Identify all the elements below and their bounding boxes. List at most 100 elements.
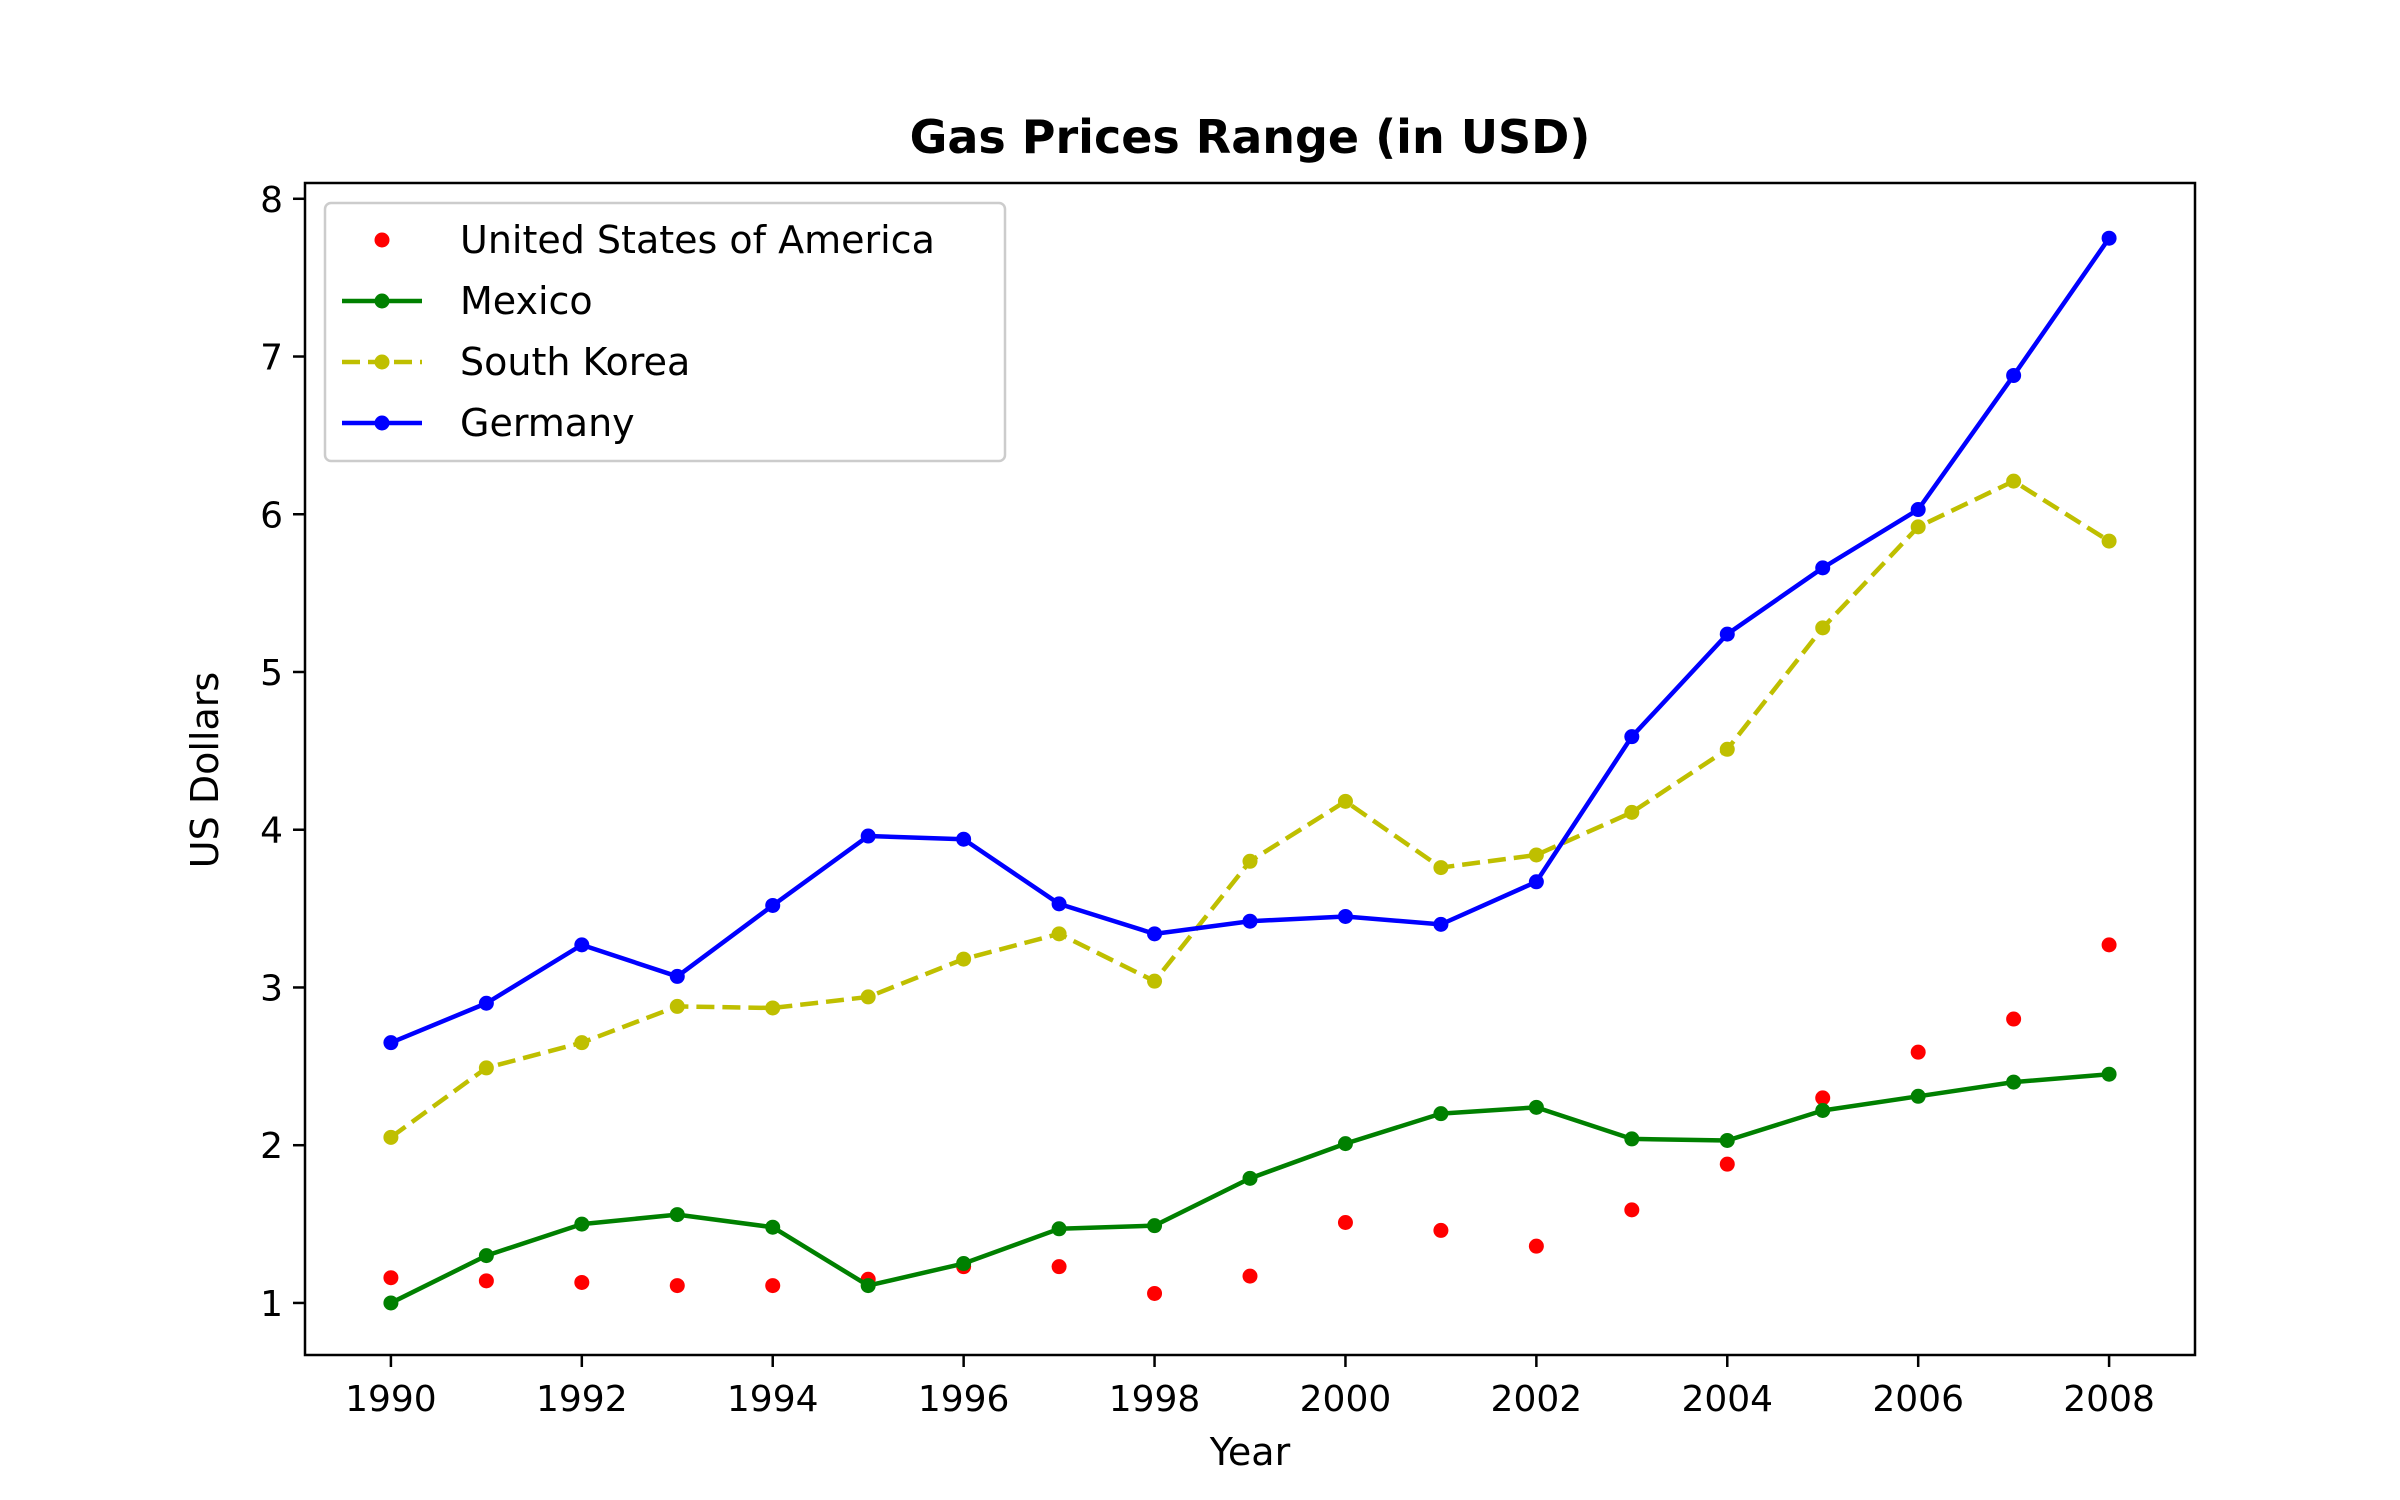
data-point-united-states-of-america [1433, 1222, 1449, 1238]
legend-marker [374, 232, 390, 248]
data-point-mexico [1624, 1131, 1640, 1147]
data-point-germany [1910, 502, 1926, 518]
x-tick-label: 2002 [1491, 1379, 1583, 1420]
legend-label: Mexico [460, 279, 593, 323]
data-point-germany [765, 897, 781, 913]
data-point-mexico [478, 1248, 494, 1264]
legend-marker [374, 415, 390, 431]
legend-marker [374, 354, 390, 370]
data-point-south-korea [1337, 793, 1353, 809]
data-point-south-korea [956, 951, 972, 967]
data-point-germany [1337, 908, 1353, 924]
data-point-germany [383, 1035, 399, 1051]
data-point-united-states-of-america [383, 1270, 399, 1286]
data-point-germany [2101, 230, 2117, 246]
data-point-south-korea [2101, 533, 2117, 549]
data-point-south-korea [1815, 620, 1831, 636]
data-point-mexico [1719, 1132, 1735, 1148]
data-point-germany [1528, 874, 1544, 890]
data-point-united-states-of-america [1242, 1268, 1258, 1284]
data-point-mexico [1147, 1218, 1163, 1234]
legend: United States of America Mexico South Kore… [323, 201, 1007, 463]
data-point-germany [1719, 626, 1735, 642]
legend-item-united-states-of-america: United States of America [374, 218, 935, 262]
y-tick-label: 6 [260, 495, 283, 536]
data-point-united-states-of-america [574, 1274, 590, 1290]
data-point-mexico [1337, 1136, 1353, 1152]
data-point-south-korea [1719, 741, 1735, 757]
data-point-mexico [1910, 1088, 1926, 1104]
y-tick-label: 4 [260, 811, 283, 852]
data-point-south-korea [2006, 473, 2022, 489]
data-point-south-korea [1528, 847, 1544, 863]
data-point-united-states-of-america [1719, 1156, 1735, 1172]
data-point-germany [1624, 729, 1640, 745]
chart-title: Gas Prices Range (in USD) [910, 110, 1591, 164]
series-mexico [383, 1066, 2117, 1311]
data-point-mexico [2006, 1074, 2022, 1090]
x-tick-label: 2008 [2063, 1379, 2155, 1420]
data-point-united-states-of-america [1910, 1044, 1926, 1060]
y-axis: 1 2 3 4 5 6 7 8 [260, 180, 305, 1325]
data-point-mexico [1433, 1106, 1449, 1122]
data-point-germany [669, 968, 685, 984]
data-point-united-states-of-america [2101, 937, 2117, 953]
data-point-germany [1433, 916, 1449, 932]
data-point-south-korea [1433, 860, 1449, 876]
data-point-germany [1242, 913, 1258, 929]
data-point-united-states-of-america [765, 1278, 781, 1294]
data-point-united-states-of-america [1337, 1214, 1353, 1230]
data-point-germany [574, 937, 590, 953]
data-point-germany [1147, 926, 1163, 942]
data-point-mexico [1815, 1103, 1831, 1119]
data-point-united-states-of-america [1147, 1285, 1163, 1301]
data-point-mexico [669, 1207, 685, 1223]
x-tick-label: 2000 [1300, 1379, 1392, 1420]
plot-frame [303, 181, 2197, 1357]
series-germany [383, 230, 2117, 1051]
legend-label: United States of America [460, 218, 935, 262]
data-point-united-states-of-america [669, 1278, 685, 1294]
data-point-south-korea [1147, 973, 1163, 989]
legend-label: South Korea [460, 340, 690, 384]
x-tick-label: 1998 [1109, 1379, 1201, 1420]
data-point-united-states-of-america [1815, 1090, 1831, 1106]
data-point-mexico [574, 1216, 590, 1232]
data-point-mexico [765, 1219, 781, 1235]
x-tick-label: 1990 [345, 1379, 437, 1420]
data-point-mexico [1242, 1170, 1258, 1186]
x-axis: 1990 1992 1994 1996 1998 2000 2002 2004 2006 2008 [345, 1355, 2155, 1420]
data-point-united-states-of-america [2006, 1011, 2022, 1027]
data-point-germany [2006, 367, 2022, 383]
legend-item-mexico: Mexico [342, 279, 593, 323]
legend-marker [374, 293, 390, 309]
data-point-mexico [383, 1295, 399, 1311]
data-point-south-korea [669, 998, 685, 1014]
y-tick-label: 3 [260, 968, 283, 1009]
x-axis-label: Year [1209, 1430, 1291, 1474]
legend-label: Germany [460, 401, 635, 445]
data-point-south-korea [383, 1129, 399, 1145]
x-tick-label: 1996 [918, 1379, 1010, 1420]
data-point-united-states-of-america [1051, 1259, 1067, 1275]
y-tick-label: 8 [260, 180, 283, 221]
data-point-south-korea [860, 989, 876, 1005]
data-point-south-korea [478, 1060, 494, 1076]
data-point-united-states-of-america [1528, 1238, 1544, 1254]
x-tick-label: 1994 [727, 1379, 819, 1420]
data-point-south-korea [765, 1000, 781, 1016]
y-axis-label: US Dollars [183, 672, 227, 868]
legend-item-south-korea: South Korea [342, 340, 690, 384]
y-tick-label: 1 [260, 1284, 283, 1325]
data-point-south-korea [1624, 804, 1640, 820]
data-point-south-korea [1051, 926, 1067, 942]
y-tick-label: 2 [260, 1126, 283, 1167]
data-point-mexico [1528, 1099, 1544, 1115]
data-point-germany [1051, 896, 1067, 912]
data-point-mexico [956, 1256, 972, 1272]
data-point-united-states-of-america [1624, 1202, 1640, 1218]
legend-item-germany: Germany [342, 401, 635, 445]
x-tick-label: 2006 [1872, 1379, 1964, 1420]
plot-area [383, 230, 2117, 1311]
